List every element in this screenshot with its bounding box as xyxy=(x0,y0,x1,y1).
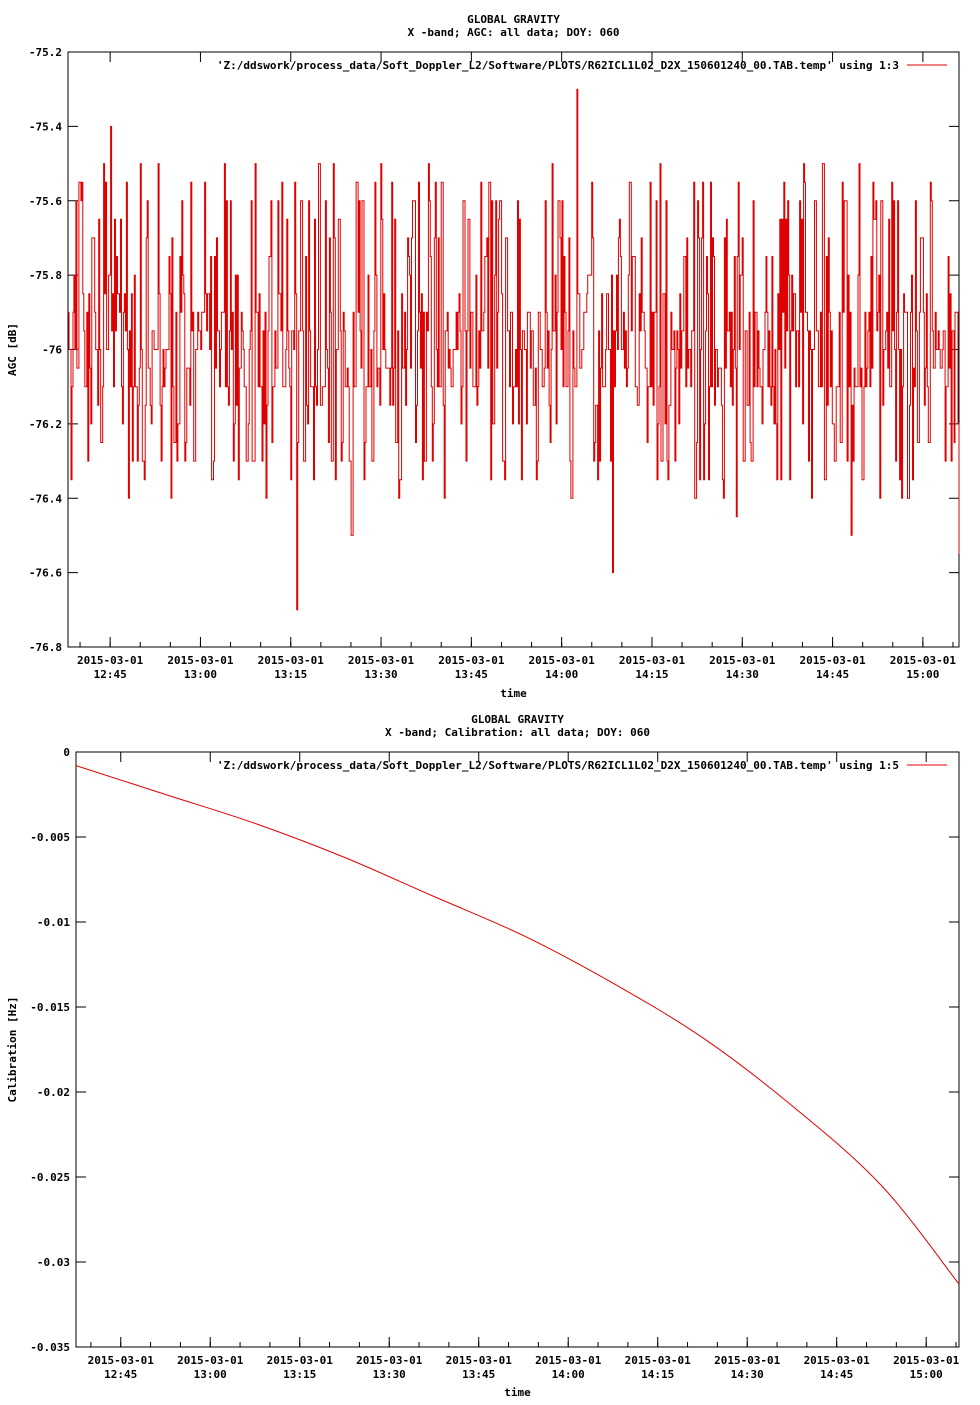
series-line-agc xyxy=(68,88,960,611)
x-tick-date-label: 2015-03-01 xyxy=(167,654,234,667)
y-tick-label: -0.02 xyxy=(37,1086,70,1099)
y-tick-label: -76 xyxy=(42,344,62,357)
x-tick-date-label: 2015-03-01 xyxy=(348,654,415,667)
y-tick-label: -0.025 xyxy=(30,1171,70,1184)
x-tick-time-label: 13:45 xyxy=(462,1368,495,1381)
y-tick-label: -0.01 xyxy=(37,916,70,929)
x-tick-time-label: 12:45 xyxy=(94,668,127,681)
y-tick-label: -0.035 xyxy=(30,1341,70,1354)
x-tick-time-label: 14:45 xyxy=(820,1368,853,1381)
y-tick-label: -76.2 xyxy=(29,418,62,431)
legend: 'Z:/ddswork/process_data/Soft_Doppler_L2… xyxy=(217,759,947,772)
x-tick-date-label: 2015-03-01 xyxy=(804,1354,871,1367)
x-tick-date-label: 2015-03-01 xyxy=(177,1354,244,1367)
x-tick-time-label: 14:30 xyxy=(726,668,759,681)
x-tick-time-label: 13:30 xyxy=(364,668,397,681)
chart-title: GLOBAL GRAVITY xyxy=(467,13,560,26)
x-tick-time-label: 15:00 xyxy=(906,668,939,681)
x-tick-time-label: 14:00 xyxy=(545,668,578,681)
x-axis-label: time xyxy=(500,687,527,700)
x-tick-date-label: 2015-03-01 xyxy=(77,654,144,667)
y-tick-label: -75.8 xyxy=(29,269,62,282)
y-tick-label: -0.015 xyxy=(30,1001,70,1014)
x-tick-date-label: 2015-03-01 xyxy=(625,1354,692,1367)
x-tick-time-label: 15:00 xyxy=(910,1368,943,1381)
plot-frame xyxy=(75,751,960,1348)
x-tick-date-label: 2015-03-01 xyxy=(529,654,596,667)
x-tick-date-label: 2015-03-01 xyxy=(88,1354,155,1367)
x-tick-date-label: 2015-03-01 xyxy=(267,1354,334,1367)
legend: 'Z:/ddswork/process_data/Soft_Doppler_L2… xyxy=(217,59,947,72)
x-tick-time-label: 14:45 xyxy=(816,668,849,681)
x-tick-time-label: 13:00 xyxy=(194,1368,227,1381)
x-tick-time-label: 14:15 xyxy=(641,1368,674,1381)
y-tick-label: -0.005 xyxy=(30,831,70,844)
x-tick-time-label: 14:15 xyxy=(635,668,668,681)
y-tick-label: -75.4 xyxy=(29,120,62,133)
x-tick-date-label: 2015-03-01 xyxy=(799,654,866,667)
x-tick-date-label: 2015-03-01 xyxy=(438,654,505,667)
y-tick-label: -76.6 xyxy=(29,567,62,580)
x-axis-label: time xyxy=(504,1386,531,1399)
y-tick-label: -76.8 xyxy=(29,641,62,654)
x-tick-date-label: 2015-03-01 xyxy=(535,1354,602,1367)
y-tick-label: 0 xyxy=(63,746,70,759)
y-axis-label: Calibration [Hz] xyxy=(6,997,19,1103)
legend-label: 'Z:/ddswork/process_data/Soft_Doppler_L2… xyxy=(217,59,899,72)
chart-title: GLOBAL GRAVITY xyxy=(471,713,564,726)
x-tick-date-label: 2015-03-01 xyxy=(446,1354,513,1367)
y-tick-label: -0.03 xyxy=(37,1256,70,1269)
x-tick-time-label: 13:15 xyxy=(274,668,307,681)
x-tick-time-label: 13:30 xyxy=(373,1368,406,1381)
x-tick-time-label: 12:45 xyxy=(104,1368,137,1381)
x-tick-date-label: 2015-03-01 xyxy=(258,654,325,667)
y-tick-label: -76.4 xyxy=(29,492,62,505)
y-tick-label: -75.6 xyxy=(29,195,62,208)
x-tick-time-label: 14:00 xyxy=(552,1368,585,1381)
x-tick-time-label: 13:00 xyxy=(184,668,217,681)
series-line-calibration xyxy=(75,765,960,1285)
y-axis-label: AGC [dB] xyxy=(6,323,19,376)
legend-label: 'Z:/ddswork/process_data/Soft_Doppler_L2… xyxy=(217,759,899,772)
x-tick-time-label: 13:45 xyxy=(455,668,488,681)
x-tick-date-label: 2015-03-01 xyxy=(893,1354,960,1367)
x-tick-time-label: 14:30 xyxy=(731,1368,764,1381)
x-tick-date-label: 2015-03-01 xyxy=(714,1354,781,1367)
x-tick-date-label: 2015-03-01 xyxy=(890,654,957,667)
x-tick-time-label: 13:15 xyxy=(283,1368,316,1381)
chart-subtitle: X -band; AGC: all data; DOY: 060 xyxy=(408,26,620,39)
y-tick-label: -75.2 xyxy=(29,46,62,59)
chart-subtitle: X -band; Calibration: all data; DOY: 060 xyxy=(385,726,650,739)
x-tick-date-label: 2015-03-01 xyxy=(619,654,686,667)
x-tick-date-label: 2015-03-01 xyxy=(709,654,776,667)
x-tick-date-label: 2015-03-01 xyxy=(356,1354,423,1367)
